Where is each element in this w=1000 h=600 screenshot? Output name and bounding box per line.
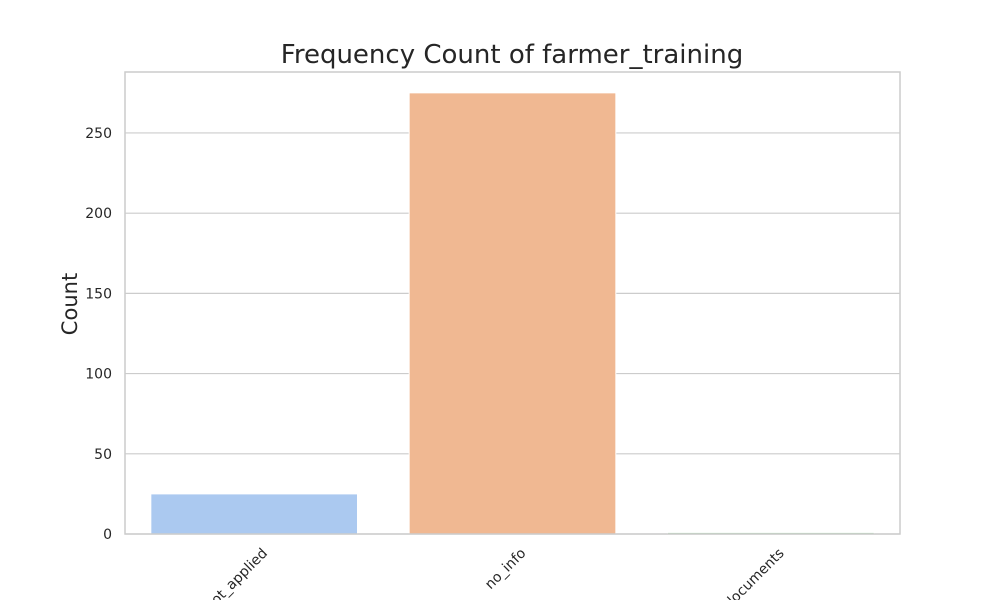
- y-tick-label: 250: [85, 126, 112, 142]
- y-tick-label: 50: [94, 447, 112, 463]
- plot-frame: [124, 71, 901, 535]
- x-tick-labels: not_applied no_info documents: [202, 546, 788, 600]
- y-tick-labels: 0 50 100 150 200 250: [85, 126, 112, 543]
- chart-title: Frequency Count of farmer_training: [281, 40, 743, 70]
- y-tick-label: 0: [103, 527, 112, 543]
- y-axis-label: Count: [58, 273, 82, 335]
- x-tick-label: documents: [721, 546, 787, 600]
- y-tick-label: 150: [85, 286, 112, 302]
- x-tick-label: not_applied: [202, 546, 271, 600]
- bar-not-applied: [150, 493, 358, 535]
- y-tick-label: 100: [85, 367, 112, 383]
- bar-no-info: [408, 92, 617, 535]
- x-tick-label: no_info: [482, 546, 529, 593]
- y-tick-label: 200: [85, 206, 112, 222]
- bars: [150, 92, 875, 535]
